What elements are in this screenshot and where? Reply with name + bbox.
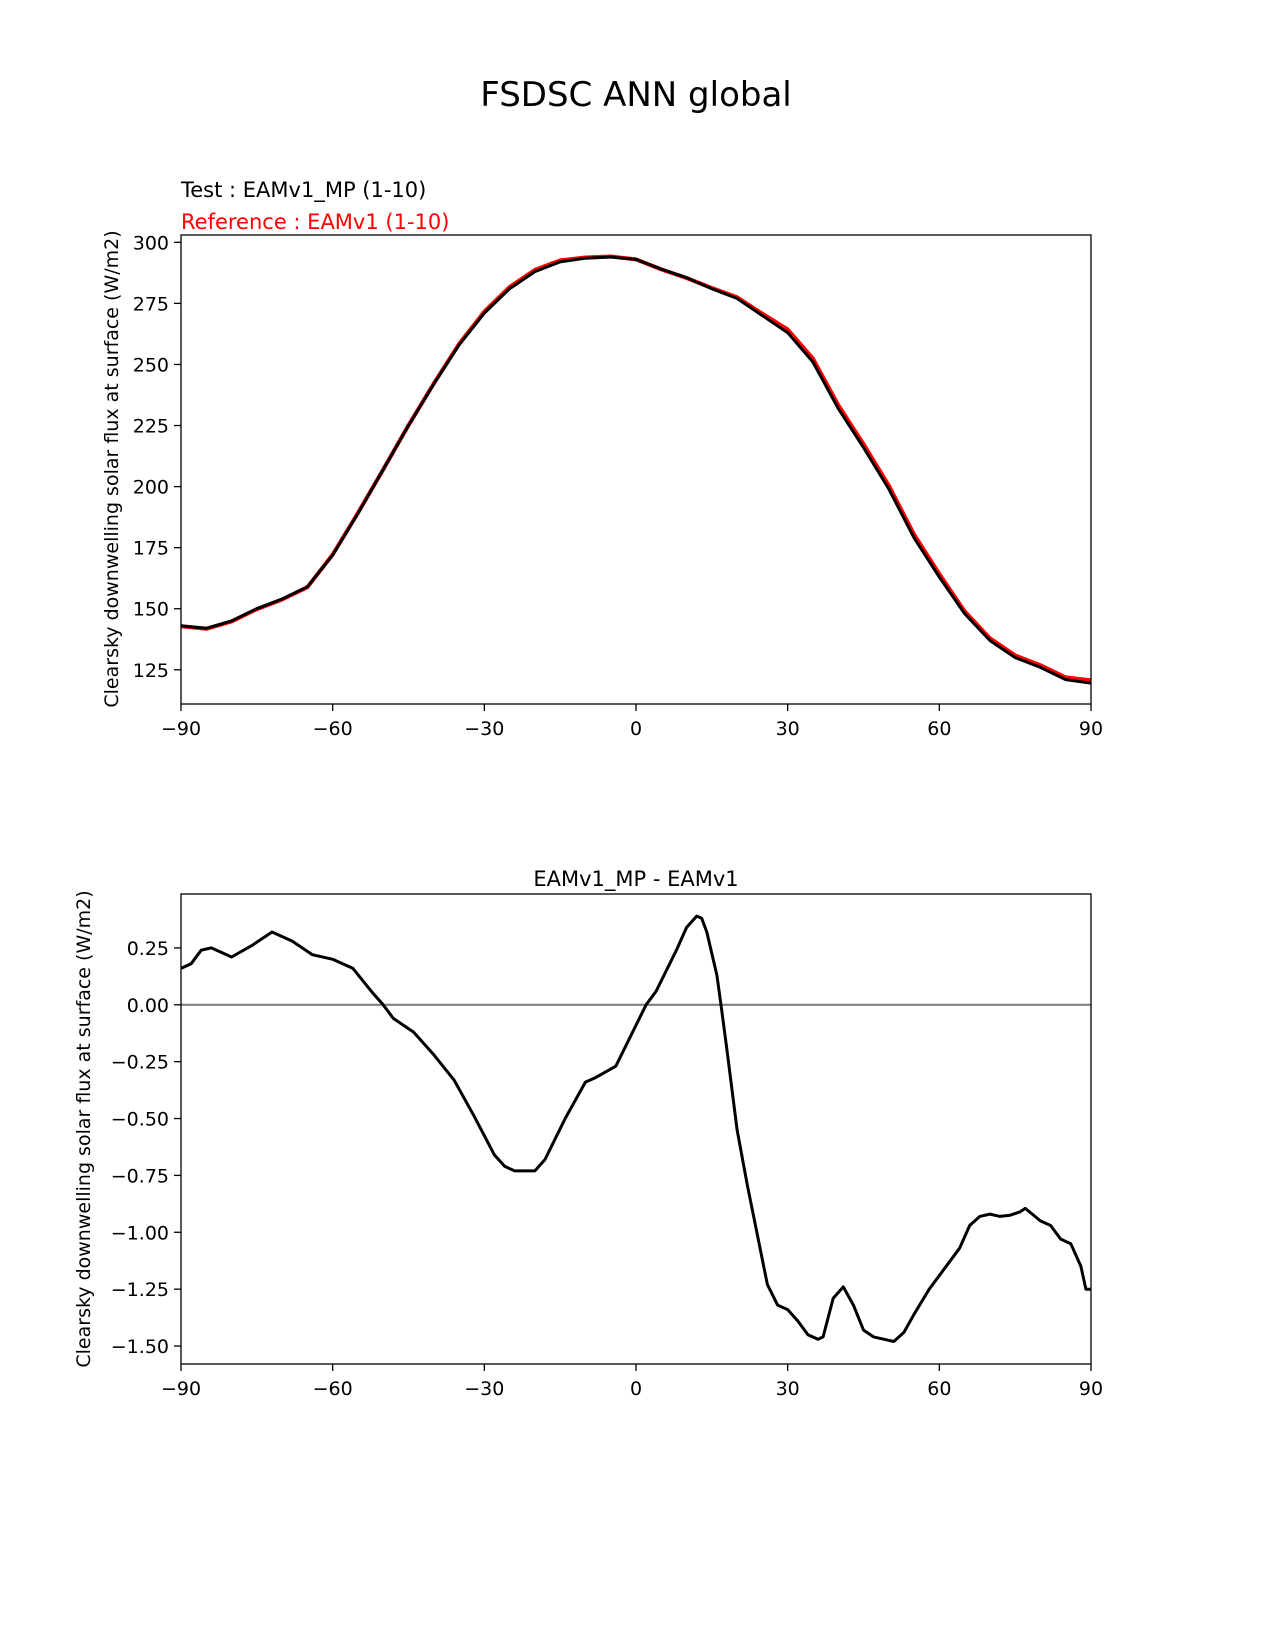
y-tick-label: 225	[133, 416, 169, 438]
series-line-0	[180, 254, 1092, 683]
y-tick-label: 150	[133, 599, 169, 621]
x-tick-label: −30	[464, 1378, 504, 1400]
test-label: Test : EAMv1_MP (1-10)	[180, 178, 426, 203]
bottom-panel: EAMv1_MP - EAMv1 Clearsky downwelling so…	[73, 867, 1103, 1400]
y-tick-label: 250	[133, 354, 169, 376]
y-tick-label: 200	[133, 477, 169, 499]
bottom-title: EAMv1_MP - EAMv1	[533, 867, 738, 892]
y-tick-label: 0.25	[127, 938, 169, 960]
x-tick-label: 90	[1079, 1378, 1103, 1400]
x-tick-label: 0	[630, 1378, 642, 1400]
x-tick-label: 60	[927, 718, 951, 740]
y-tick-label: −1.50	[111, 1336, 169, 1358]
y-tick-label: 275	[133, 293, 169, 315]
reference-label: Reference : EAMv1 (1-10)	[181, 210, 449, 234]
x-tick-label: 60	[927, 1378, 951, 1400]
series-line-1	[180, 255, 1092, 685]
axes-frame	[180, 234, 1092, 705]
x-tick-label: 30	[776, 718, 800, 740]
series-line-0	[180, 914, 1091, 1343]
y-tick-label: 125	[133, 660, 169, 682]
x-tick-label: 0	[630, 718, 642, 740]
y-tick-label: 0.00	[127, 995, 169, 1017]
x-tick-label: −90	[161, 1378, 201, 1400]
y-tick-label: 175	[133, 538, 169, 560]
x-tick-label: −60	[313, 1378, 353, 1400]
y-tick-label: −1.25	[111, 1279, 169, 1301]
x-tick-label: −30	[464, 718, 504, 740]
x-tick-label: 90	[1079, 718, 1103, 740]
y-tick-label: −0.50	[111, 1109, 169, 1131]
x-tick-label: −60	[313, 718, 353, 740]
x-tick-label: 30	[776, 1378, 800, 1400]
y-tick-label: −0.75	[111, 1165, 169, 1187]
top-ylabel: Clearsky downwelling solar flux at surfa…	[101, 230, 123, 707]
y-tick-label: 300	[133, 232, 169, 254]
axes-frame	[180, 893, 1092, 1365]
y-tick-label: −1.00	[111, 1222, 169, 1244]
bottom-ylabel: Clearsky downwelling solar flux at surfa…	[73, 890, 95, 1367]
y-tick-label: −0.25	[111, 1052, 169, 1074]
top-panel: Test : EAMv1_MP (1-10) Reference : EAMv1…	[101, 178, 1103, 740]
x-tick-label: −90	[161, 718, 201, 740]
figure-title: FSDSC ANN global	[480, 75, 791, 115]
